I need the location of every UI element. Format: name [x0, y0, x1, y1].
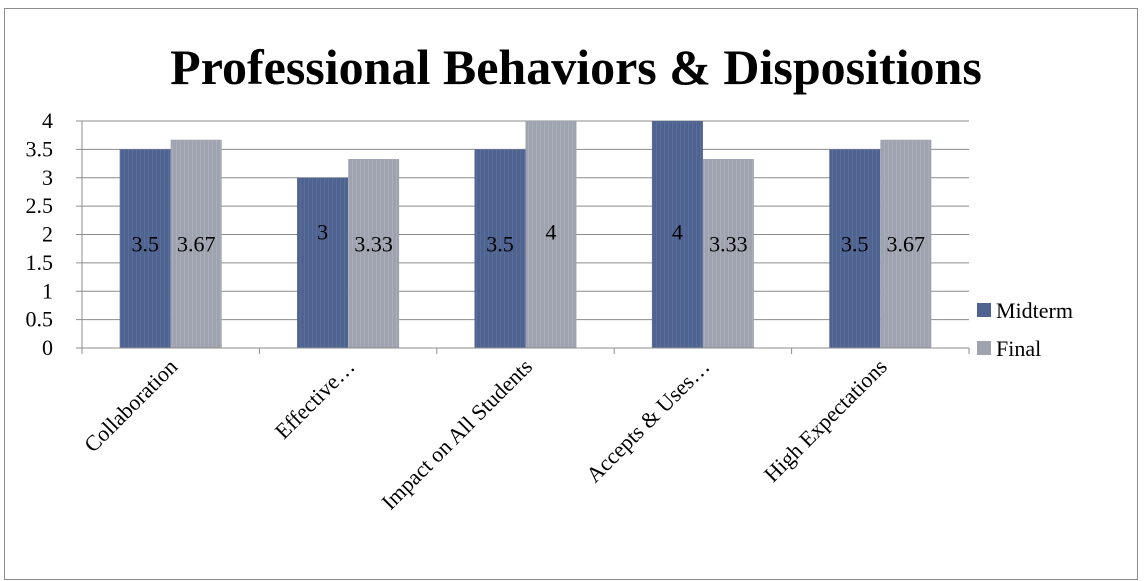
data-label: 3.67	[177, 232, 216, 257]
data-label: 4	[672, 220, 683, 245]
y-tick-label: 3	[42, 165, 53, 190]
bar-midterm	[474, 149, 526, 348]
y-tick-label: 2	[42, 222, 53, 247]
bar-final	[525, 121, 577, 348]
bar-final	[170, 139, 222, 348]
data-label: 3.67	[887, 232, 926, 257]
data-label: 3.33	[709, 232, 748, 257]
data-label: 3.5	[841, 232, 869, 257]
axes	[81, 121, 970, 354]
category-labels: Collaboration Effective… Impact on All Stu…	[79, 354, 892, 515]
bar-midterm	[297, 177, 349, 348]
y-tick-label: 0.5	[26, 307, 54, 332]
y-axis-ticks: 0 0.5 1 1.5 2 2.5 3 3.5 4	[26, 108, 82, 360]
bar-final	[702, 159, 754, 348]
y-tick-label: 3.5	[26, 136, 54, 161]
bar-midterm	[119, 149, 171, 348]
y-tick-label: 0	[42, 335, 53, 360]
legend-label-final: Final	[996, 336, 1041, 361]
data-label: 3.33	[354, 232, 393, 257]
data-label: 3.5	[486, 232, 514, 257]
chart-title: Professional Behaviors & Dispositions	[170, 39, 982, 95]
category-label: Effective…	[270, 354, 360, 444]
data-label: 4	[546, 220, 557, 245]
data-label: 3	[317, 220, 328, 245]
category-label: Impact on All Students	[376, 354, 537, 515]
legend-swatch-midterm	[977, 303, 991, 317]
bar-midterm	[651, 121, 703, 348]
legend-label-midterm: Midterm	[996, 298, 1073, 323]
category-label: High Expectations	[759, 354, 892, 487]
y-tick-label: 1	[42, 278, 53, 303]
legend-swatch-final	[977, 341, 991, 355]
bars	[119, 121, 932, 348]
bar-midterm	[829, 149, 881, 348]
legend: Midterm Final	[977, 298, 1073, 361]
y-tick-label: 1.5	[26, 250, 54, 275]
y-tick-label: 4	[42, 108, 53, 133]
bar-final	[880, 139, 932, 348]
category-label: Collaboration	[79, 354, 182, 457]
y-tick-label: 2.5	[26, 193, 54, 218]
data-labels: 3.5 3.67 3 3.33 3.5 4 4 3.33 3.5 3.67	[131, 220, 925, 257]
bar-final	[348, 159, 400, 348]
data-label: 3.5	[131, 232, 159, 257]
category-label: Accepts & Uses…	[581, 354, 714, 487]
